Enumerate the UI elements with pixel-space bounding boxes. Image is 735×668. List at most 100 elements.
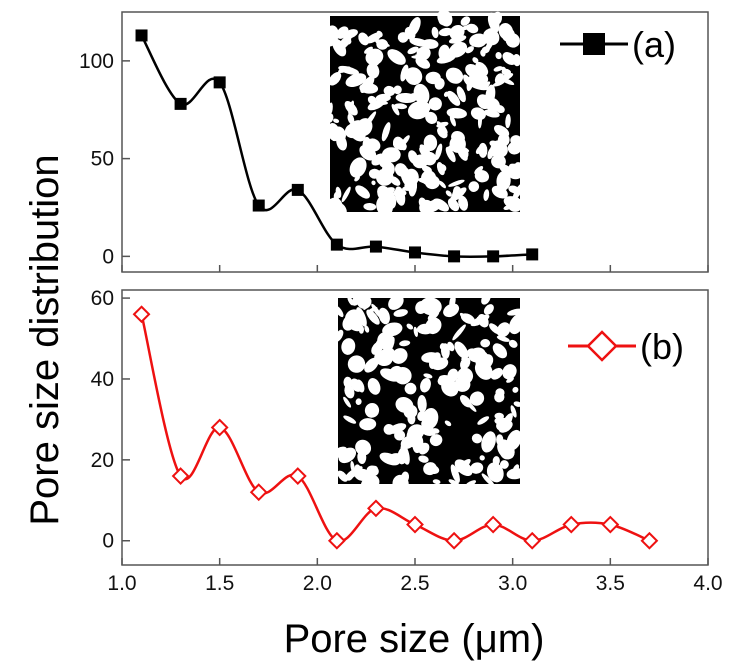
y-tick-label-bottom-0: 0 (102, 530, 114, 553)
inset-b-pore (510, 405, 517, 418)
inset-a-pore (487, 12, 500, 33)
inset-a-pore (343, 29, 358, 39)
inset-a-pore (448, 41, 468, 58)
inset-b-pore (367, 378, 381, 395)
inset-b-pore (355, 379, 365, 393)
data-point-top-6 (369, 240, 382, 253)
inset-a-pore (345, 73, 367, 87)
data-point-bottom-5 (327, 531, 346, 550)
y-tick-label-bottom-1: 20 (91, 449, 114, 472)
inset-b-pore (350, 461, 355, 472)
inset-a-pore (348, 122, 366, 142)
inset-b-pore (346, 472, 354, 481)
inset-b-pore (450, 464, 460, 483)
inset-a-pore (393, 189, 407, 197)
inset-a-pore (418, 197, 427, 209)
x-tick-label-1: 1.5 (205, 572, 234, 595)
inset-b-pore (423, 463, 440, 475)
inset-b-pore (492, 343, 508, 359)
inset-b-pore (495, 388, 505, 398)
inset-b-pore (406, 323, 414, 330)
legend-b-label: (b) (640, 326, 684, 367)
inset-b-pore (514, 313, 523, 323)
data-point-bottom-9 (484, 515, 503, 534)
inset-b-pore (444, 420, 452, 427)
data-point-bottom-12 (601, 515, 620, 534)
inset-b-pore (417, 410, 427, 421)
inset-b-pore (364, 357, 379, 373)
inset-b-pore (469, 391, 485, 406)
inset-b-pore (425, 317, 442, 335)
inset-a-pore (387, 49, 406, 65)
inset-a-pore (366, 138, 381, 152)
inset-a-pore (394, 163, 408, 177)
data-point-bottom-4 (288, 467, 307, 485)
inset-a-pore (347, 113, 355, 125)
inset-a-pore (505, 114, 511, 129)
inset-a-pore (355, 185, 370, 199)
series-layer (132, 29, 659, 550)
inset-a-pore (431, 26, 439, 39)
x-tick-label-6: 4.0 (693, 572, 722, 595)
inset-a-pore (366, 63, 380, 79)
inset-a-pore (447, 198, 460, 212)
inset-a-pore (445, 190, 452, 197)
inset-a-pore (333, 191, 340, 200)
data-point-top-4 (291, 183, 304, 196)
inset-a-pore (460, 16, 471, 26)
inset-a-pore (423, 134, 438, 151)
ticks-layer: 0 50 100 0 20 40 60 1.0 1.5 2.0 2.5 3.0 3.5 4.0 (79, 50, 723, 595)
inset-a-pore (404, 67, 423, 85)
data-point-bottom-7 (406, 515, 424, 534)
inset-a-pore (364, 46, 373, 54)
inset-a-pore (419, 144, 431, 156)
x-tick-label-4: 3.0 (498, 572, 527, 595)
data-point-top-2 (213, 76, 226, 89)
inset-a-pore (465, 46, 474, 54)
inset-b-pore (470, 462, 484, 474)
inset-b-pore (334, 305, 344, 318)
data-point-top-9 (487, 250, 500, 263)
y-tick-label-top-0: 0 (102, 245, 114, 268)
inset-a-pore (391, 103, 400, 116)
inset-b-pore (481, 292, 491, 305)
data-point-bottom-6 (367, 499, 385, 518)
inset-a-pore (445, 67, 464, 84)
inset-a-pore (501, 68, 511, 76)
inset-b-pore (427, 310, 440, 321)
inset-a-pore (496, 171, 511, 191)
inset-a-pore (474, 166, 484, 175)
inset-image-a (322, 9, 525, 219)
inset-b-pore (432, 479, 441, 485)
inset-b-pore (457, 367, 474, 384)
inset-a-pore (327, 102, 333, 116)
inset-b-pore (476, 315, 487, 321)
inset-a-pore (404, 174, 417, 188)
inset-b-pore (364, 325, 370, 333)
inset-b-pore (388, 423, 407, 434)
inset-b-pore (496, 434, 504, 446)
data-point-top-8 (448, 250, 461, 263)
inset-b-pore (344, 309, 363, 329)
inset-a-pore (498, 23, 514, 40)
inset-b-pore (489, 323, 501, 335)
inset-b-pore (481, 431, 496, 453)
inset-a-pore (333, 126, 346, 142)
inset-a-pore (341, 186, 351, 203)
inset-a-pore (415, 57, 431, 69)
inset-b-pore (437, 376, 447, 386)
inset-b-pore (429, 352, 441, 369)
inset-a-pore (493, 66, 503, 72)
inset-a-pore (394, 103, 408, 110)
inset-a-pore (383, 85, 396, 97)
inset-b-pore (371, 303, 382, 319)
inset-a-pore (327, 113, 334, 123)
inset-b-pore (512, 464, 520, 474)
inset-b-pore (454, 341, 469, 359)
inset-b-pore (366, 309, 380, 325)
inset-a-pore (466, 23, 479, 34)
inset-a-pore (449, 24, 465, 40)
inset-a-pore (458, 195, 469, 211)
inset-b-pore (459, 312, 471, 324)
x-tick-label-5: 3.5 (596, 572, 625, 595)
